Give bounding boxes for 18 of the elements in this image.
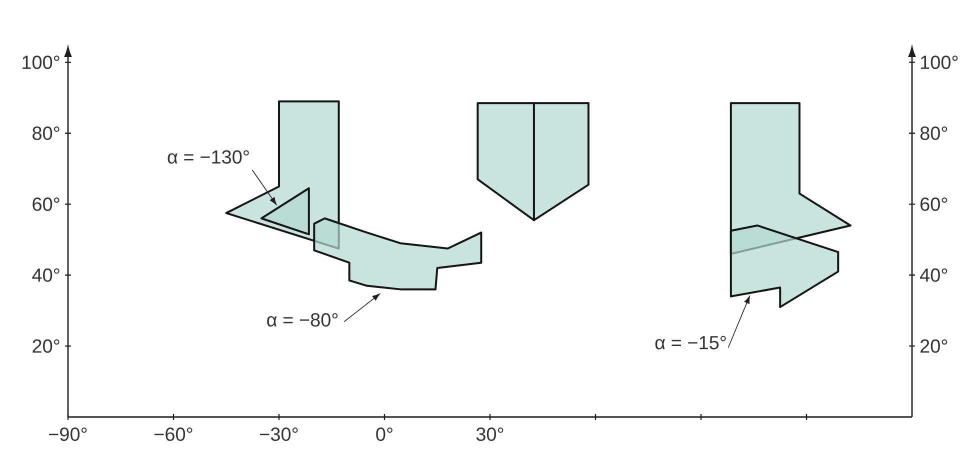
y2-tick-label: 40° <box>920 268 948 282</box>
annotation: α = −130° <box>168 150 249 164</box>
annotation: α = −80° <box>267 313 338 327</box>
x-tick-label: −30° <box>260 428 298 441</box>
y2-tick-label: 60° <box>920 197 948 211</box>
y2-tick-label: 100° <box>920 56 958 70</box>
y-tick-label: 60° <box>32 197 60 211</box>
y-tick-label: 100° <box>22 56 60 70</box>
x-tick-label: 0° <box>376 428 392 441</box>
y2-tick-label: 80° <box>920 126 948 140</box>
x-tick-label: 30° <box>476 428 504 441</box>
y-tick-label: 20° <box>32 339 60 353</box>
y-tick-label: 40° <box>32 268 60 282</box>
y-tick-label: 80° <box>32 126 60 140</box>
x-tick-label: −90° <box>49 428 87 441</box>
annotation: α = −15° <box>655 336 726 350</box>
x-tick-label: −60° <box>154 428 192 441</box>
y2-tick-label: 20° <box>920 339 948 353</box>
